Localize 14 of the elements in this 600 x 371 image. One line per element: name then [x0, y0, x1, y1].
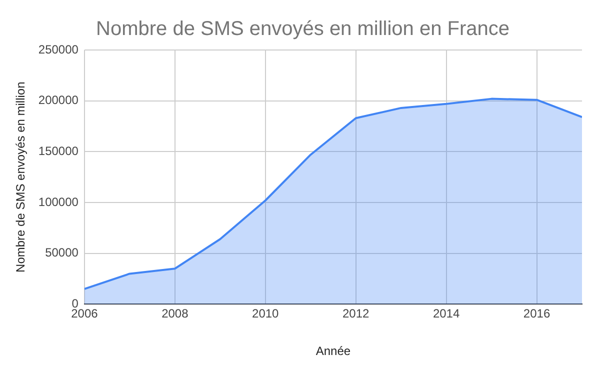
- x-axis-title: Année: [316, 344, 351, 358]
- chart-title: Nombre de SMS envoyés en million en France: [96, 18, 510, 41]
- y-axis-title: Nombre de SMS envoyés en million: [14, 82, 28, 272]
- x-tick-label: 2016: [523, 306, 550, 321]
- x-tick-label: 2010: [252, 306, 280, 321]
- y-tick-label: 200000: [38, 93, 79, 108]
- x-tick-label: 2006: [71, 306, 98, 321]
- y-tick-label: 150000: [38, 144, 79, 158]
- y-tick-label: 250000: [38, 42, 79, 56]
- y-tick-label: 50000: [45, 246, 79, 260]
- x-tick-label: 2012: [342, 306, 370, 321]
- x-tick-label: 2008: [162, 306, 189, 321]
- x-tick-label: 2014: [432, 306, 460, 321]
- y-tick-label: 100000: [38, 194, 79, 209]
